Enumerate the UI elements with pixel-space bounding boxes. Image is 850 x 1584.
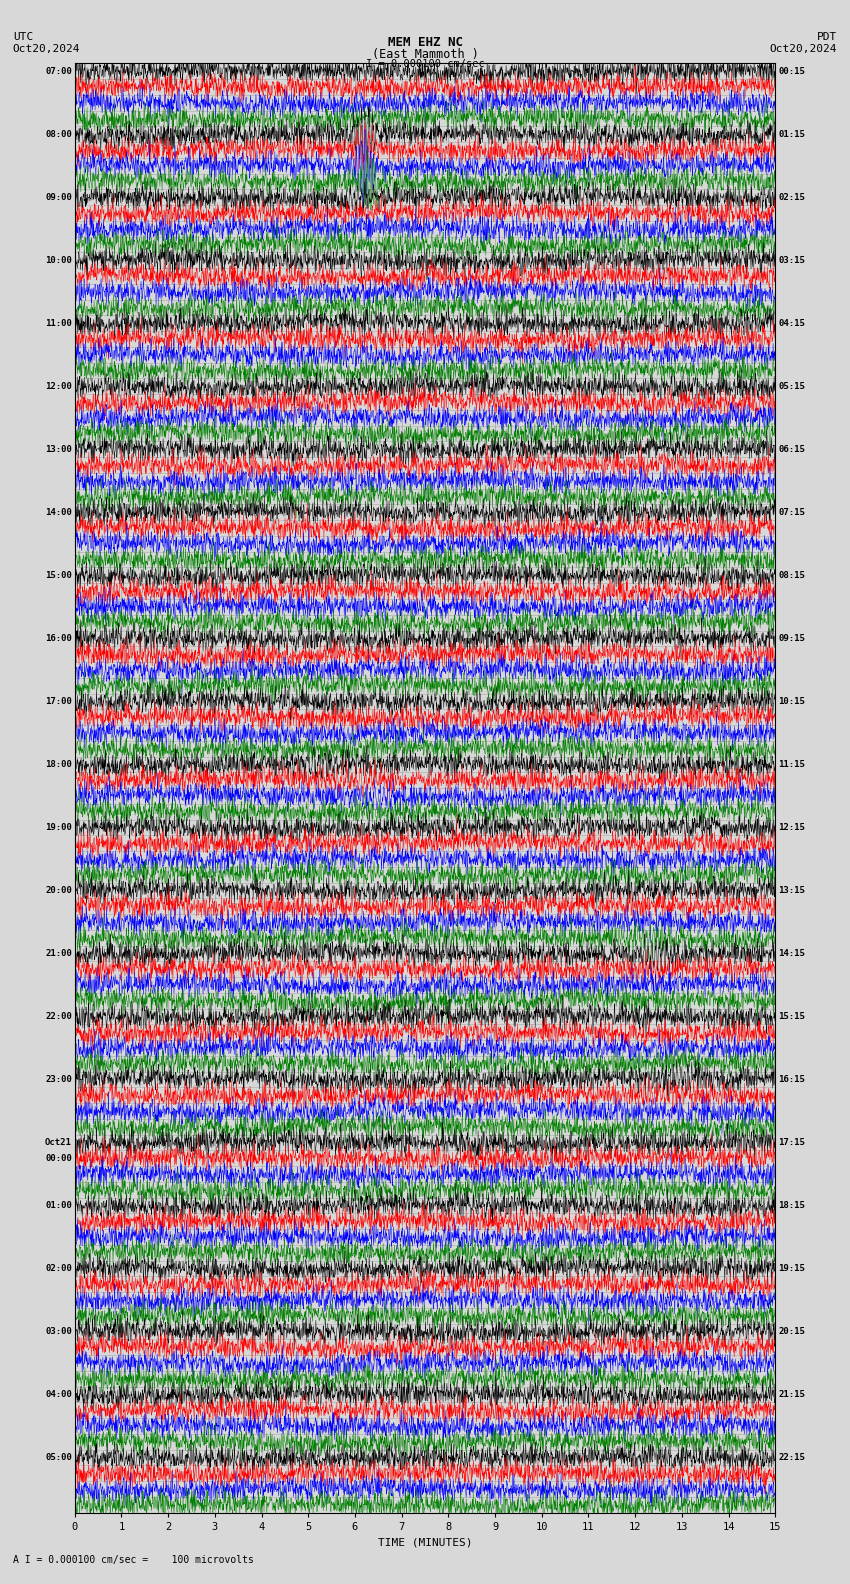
Text: 01:15: 01:15 [778, 130, 805, 139]
Text: 11:15: 11:15 [778, 760, 805, 768]
Text: 19:15: 19:15 [778, 1264, 805, 1274]
Text: 03:15: 03:15 [778, 255, 805, 265]
Text: 17:00: 17:00 [45, 697, 72, 706]
Text: 04:00: 04:00 [45, 1391, 72, 1399]
Text: 16:00: 16:00 [45, 634, 72, 643]
Text: 21:15: 21:15 [778, 1391, 805, 1399]
Text: 08:15: 08:15 [778, 570, 805, 580]
Text: 13:15: 13:15 [778, 885, 805, 895]
Text: Oct20,2024: Oct20,2024 [13, 43, 80, 54]
Text: 15:00: 15:00 [45, 570, 72, 580]
Text: 14:00: 14:00 [45, 508, 72, 516]
X-axis label: TIME (MINUTES): TIME (MINUTES) [377, 1538, 473, 1548]
Text: Oct21: Oct21 [45, 1137, 72, 1147]
Text: I = 0.000100 cm/sec: I = 0.000100 cm/sec [366, 59, 484, 70]
Text: 10:00: 10:00 [45, 255, 72, 265]
Text: 07:15: 07:15 [778, 508, 805, 516]
Text: 10:15: 10:15 [778, 697, 805, 706]
Text: 19:00: 19:00 [45, 824, 72, 832]
Text: 04:15: 04:15 [778, 318, 805, 328]
Text: 11:00: 11:00 [45, 318, 72, 328]
Text: 12:00: 12:00 [45, 382, 72, 391]
Text: 18:00: 18:00 [45, 760, 72, 768]
Text: 02:00: 02:00 [45, 1264, 72, 1274]
Text: 20:15: 20:15 [778, 1327, 805, 1335]
Text: 09:15: 09:15 [778, 634, 805, 643]
Text: 16:15: 16:15 [778, 1076, 805, 1083]
Text: 22:15: 22:15 [778, 1453, 805, 1462]
Text: Oct20,2024: Oct20,2024 [770, 43, 837, 54]
Text: 08:00: 08:00 [45, 130, 72, 139]
Text: MEM EHZ NC: MEM EHZ NC [388, 35, 462, 49]
Text: 17:15: 17:15 [778, 1137, 805, 1147]
Text: 12:15: 12:15 [778, 824, 805, 832]
Text: (East Mammoth ): (East Mammoth ) [371, 48, 479, 60]
Text: 15:15: 15:15 [778, 1012, 805, 1022]
Text: UTC: UTC [13, 32, 33, 43]
Text: PDT: PDT [817, 32, 837, 43]
Text: 02:15: 02:15 [778, 193, 805, 201]
Text: 05:15: 05:15 [778, 382, 805, 391]
Text: 03:00: 03:00 [45, 1327, 72, 1335]
Text: 00:15: 00:15 [778, 67, 805, 76]
Text: 14:15: 14:15 [778, 949, 805, 958]
Text: A I = 0.000100 cm/sec =    100 microvolts: A I = 0.000100 cm/sec = 100 microvolts [13, 1555, 253, 1565]
Text: 13:00: 13:00 [45, 445, 72, 455]
Text: 06:15: 06:15 [778, 445, 805, 455]
Text: 18:15: 18:15 [778, 1201, 805, 1210]
Text: 21:00: 21:00 [45, 949, 72, 958]
Text: 09:00: 09:00 [45, 193, 72, 201]
Text: 01:00: 01:00 [45, 1201, 72, 1210]
Text: 00:00: 00:00 [45, 1153, 72, 1163]
Text: 23:00: 23:00 [45, 1076, 72, 1083]
Text: 22:00: 22:00 [45, 1012, 72, 1022]
Text: 05:00: 05:00 [45, 1453, 72, 1462]
Text: 07:00: 07:00 [45, 67, 72, 76]
Text: 20:00: 20:00 [45, 885, 72, 895]
